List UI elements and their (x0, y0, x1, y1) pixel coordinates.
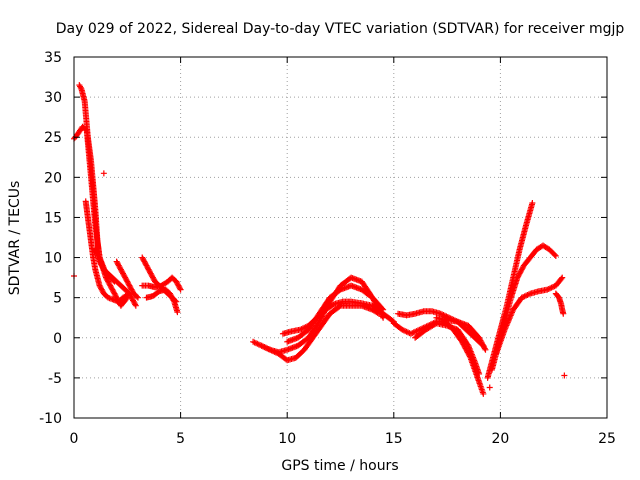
axis-ticks: 0 5 10 15 20 25 -10 -5 0 5 10 15 20 25 30 35 (39, 50, 616, 447)
series-early-low (82, 198, 139, 309)
data-point (77, 84, 84, 91)
plot-frame (73, 56, 608, 419)
series-arc-4b (139, 274, 184, 293)
data-point (100, 170, 107, 177)
data-point (132, 302, 139, 309)
x-tick-label: 25 (598, 431, 616, 447)
data-point (481, 345, 488, 352)
series-mid-b (258, 302, 382, 364)
y-tick-label: 15 (44, 210, 62, 226)
data-point (380, 306, 387, 313)
series-mid-d (284, 282, 387, 345)
series-arc-3 (113, 258, 141, 301)
x-axis-label: GPS time / hours (281, 458, 398, 474)
data-point (561, 372, 568, 379)
y-tick-label: 20 (44, 170, 62, 186)
data-point (558, 275, 565, 282)
data-point (379, 305, 386, 312)
data-point (177, 286, 184, 293)
x-tick-label: 5 (176, 431, 185, 447)
series-late-d (433, 314, 489, 353)
data-point (329, 301, 336, 308)
series-late-c (412, 320, 483, 377)
data-point (486, 384, 493, 391)
series-early-peak (76, 82, 118, 285)
data-point (133, 293, 140, 300)
y-tick-label: 5 (53, 291, 62, 307)
y-tick-label: -10 (39, 411, 62, 427)
y-tick-label: 0 (53, 331, 62, 347)
grid (74, 57, 607, 418)
data-point (551, 251, 558, 258)
series-tail (552, 290, 567, 317)
x-tick-label: 10 (278, 431, 296, 447)
data-point (552, 252, 559, 259)
y-tick-label: 30 (44, 90, 62, 106)
series-rise-c (493, 274, 566, 357)
series-arc-4c (143, 286, 181, 316)
chart-title: Day 029 of 2022, Sidereal Day-to-day VTE… (56, 21, 625, 37)
data-point (559, 274, 566, 281)
x-tick-label: 20 (491, 431, 509, 447)
data-point (132, 301, 139, 308)
data-point (560, 310, 567, 317)
data-point (176, 285, 183, 292)
y-tick-label: 25 (44, 130, 62, 146)
data-point (134, 294, 141, 301)
y-tick-label: 10 (44, 251, 62, 267)
y-tick-label: -5 (48, 371, 62, 387)
data-point (482, 346, 489, 353)
y-axis-label: SDTVAR / TECUs (7, 181, 23, 296)
data-point (529, 200, 536, 207)
x-tick-label: 0 (70, 431, 79, 447)
data-point (476, 370, 483, 377)
data-point (170, 297, 177, 304)
series-early-mid (92, 246, 133, 297)
y-tick-label: 35 (44, 50, 62, 66)
data-point (480, 390, 487, 397)
x-tick-label: 15 (385, 431, 403, 447)
data-point (174, 309, 181, 316)
